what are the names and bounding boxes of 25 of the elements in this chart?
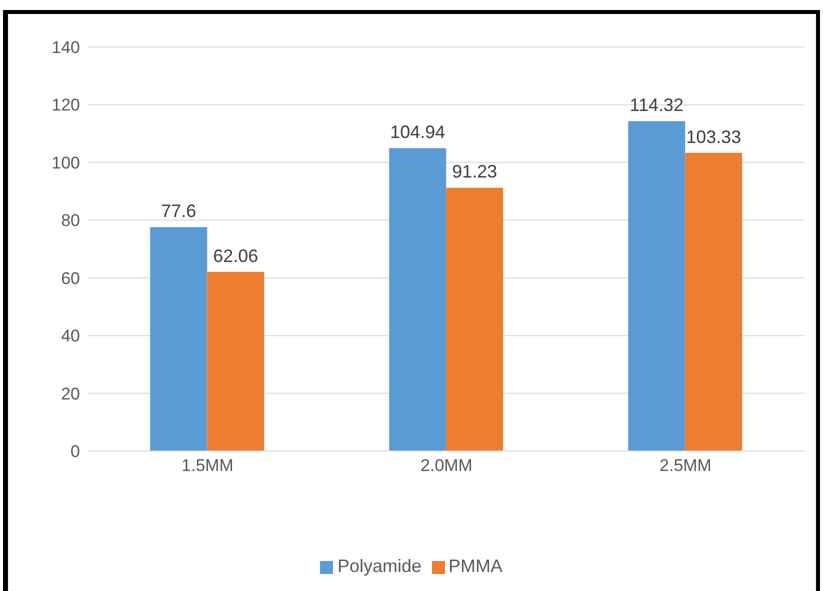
bar — [446, 188, 504, 451]
x-tick-label: 2.5MM — [660, 456, 712, 476]
data-label: 114.32 — [630, 95, 684, 116]
data-label: 62.06 — [213, 246, 258, 266]
data-label: 77.6 — [161, 201, 196, 222]
x-tick-label: 2.0MM — [420, 456, 472, 476]
data-label: 103.33 — [686, 126, 742, 147]
bar — [685, 152, 742, 451]
bar — [150, 227, 208, 451]
y-tick-label: 120 — [52, 96, 80, 115]
data-label: 91.23 — [452, 162, 498, 182]
y-tick-label: 80 — [61, 211, 80, 230]
x-tick-label: 1.5MM — [182, 456, 234, 476]
y-tick-label: 60 — [61, 268, 80, 288]
bar — [389, 148, 446, 451]
legend-label: PMMA — [448, 556, 503, 576]
legend-label: Polyamide — [337, 556, 422, 576]
y-tick-label: 140 — [52, 38, 80, 58]
bar — [628, 121, 686, 451]
bar — [207, 272, 264, 451]
y-tick-label: 100 — [52, 153, 80, 172]
y-tick-label: 40 — [61, 326, 80, 346]
data-label: 104.94 — [390, 122, 446, 142]
y-tick-label: 0 — [70, 442, 80, 462]
y-tick-label: 20 — [61, 384, 80, 404]
